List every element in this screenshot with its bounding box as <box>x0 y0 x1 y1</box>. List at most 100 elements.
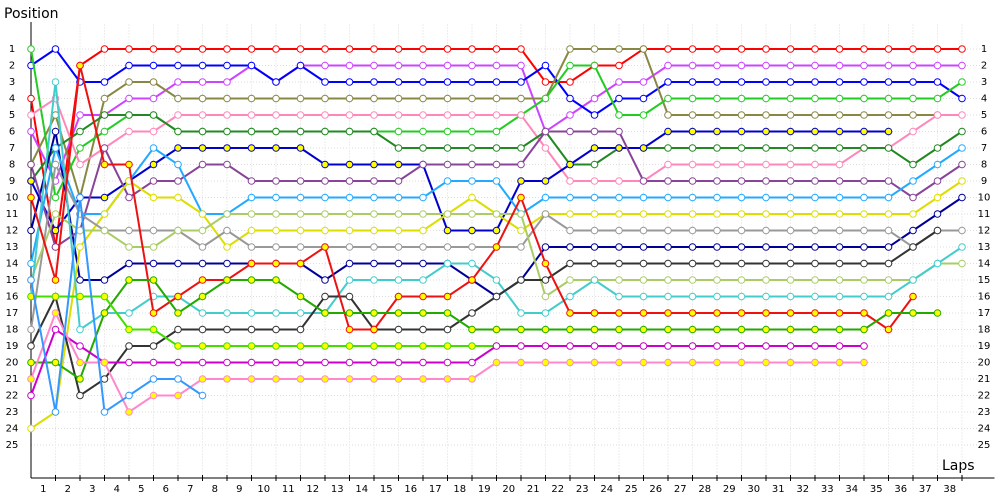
marker <box>125 309 133 317</box>
marker <box>394 226 403 235</box>
marker <box>296 45 305 53</box>
marker <box>713 276 721 284</box>
marker <box>566 243 574 251</box>
marker <box>468 325 476 334</box>
marker <box>468 111 476 119</box>
marker <box>198 358 207 367</box>
marker <box>933 160 942 169</box>
marker <box>345 45 354 53</box>
marker <box>51 127 60 136</box>
marker <box>76 342 84 350</box>
marker <box>688 78 697 86</box>
marker <box>370 94 378 103</box>
marker <box>615 45 623 53</box>
marker <box>27 358 35 367</box>
series-line <box>30 197 204 414</box>
marker <box>590 243 599 251</box>
marker <box>811 292 819 301</box>
marker <box>835 78 844 86</box>
marker <box>958 259 966 268</box>
marker <box>370 177 378 185</box>
marker <box>517 111 525 119</box>
marker <box>811 45 819 53</box>
x-tick-label: 37 <box>919 484 932 495</box>
marker <box>590 61 599 70</box>
marker <box>419 292 427 301</box>
marker <box>492 342 501 350</box>
marker <box>247 325 256 334</box>
marker <box>345 177 354 185</box>
marker <box>639 342 648 350</box>
marker <box>492 45 501 53</box>
y-tick-label-right: 5 <box>981 110 987 121</box>
x-tick-label: 29 <box>723 484 736 495</box>
x-tick-label: 7 <box>187 484 193 495</box>
marker <box>958 226 966 235</box>
marker <box>198 243 207 251</box>
marker <box>76 61 84 70</box>
marker <box>933 111 942 119</box>
marker <box>370 276 378 284</box>
marker <box>860 61 868 70</box>
y-tick-label: 24 <box>6 424 19 435</box>
marker <box>468 226 476 235</box>
marker <box>713 127 721 136</box>
y-tick-label: 16 <box>6 292 19 303</box>
marker <box>786 127 795 136</box>
marker <box>762 177 770 185</box>
marker <box>786 193 795 202</box>
marker <box>566 226 574 235</box>
marker <box>247 61 256 70</box>
marker <box>419 226 427 235</box>
marker <box>517 276 525 284</box>
marker <box>321 127 329 136</box>
x-tick-label: 14 <box>355 484 368 495</box>
marker <box>835 94 844 103</box>
marker <box>811 111 819 119</box>
marker <box>811 144 819 152</box>
marker <box>835 144 844 152</box>
marker <box>909 61 917 70</box>
marker <box>762 127 770 136</box>
marker <box>884 61 893 70</box>
marker <box>541 177 550 185</box>
x-tick-label: 4 <box>114 484 120 495</box>
marker <box>125 78 133 86</box>
marker <box>370 127 378 136</box>
marker <box>419 309 427 317</box>
marker <box>272 375 280 383</box>
y-tick-label-right: 16 <box>978 292 991 303</box>
marker <box>27 325 35 334</box>
marker <box>664 342 672 350</box>
marker <box>909 276 917 284</box>
marker <box>639 243 648 251</box>
marker <box>884 45 893 53</box>
marker <box>198 61 207 70</box>
marker <box>541 193 550 202</box>
marker <box>835 111 844 119</box>
marker <box>688 111 697 119</box>
marker <box>174 45 182 53</box>
marker <box>76 391 84 400</box>
y-tick-label-right: 11 <box>978 209 991 220</box>
marker <box>639 325 648 334</box>
marker <box>149 259 158 268</box>
marker <box>639 358 648 367</box>
marker <box>247 309 256 317</box>
marker <box>933 78 942 86</box>
marker <box>566 160 574 169</box>
marker <box>884 292 893 301</box>
marker <box>860 342 868 350</box>
x-tick-label: 21 <box>527 484 540 495</box>
marker <box>860 111 868 119</box>
marker <box>443 375 452 383</box>
marker <box>909 292 917 301</box>
marker <box>272 226 280 235</box>
marker <box>958 144 966 152</box>
marker <box>370 210 378 218</box>
marker <box>149 391 158 400</box>
marker <box>762 325 770 334</box>
marker <box>835 325 844 334</box>
y-tick-label-right: 22 <box>978 391 991 402</box>
